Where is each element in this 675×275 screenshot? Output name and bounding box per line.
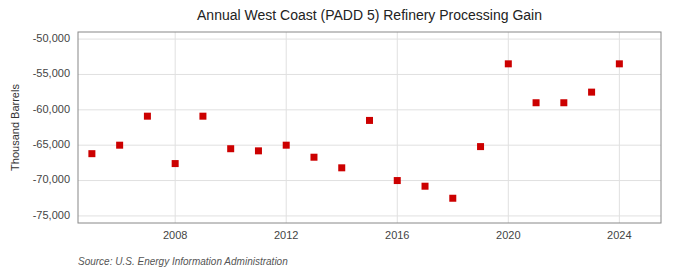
x-tick-label: 2012 — [274, 229, 298, 241]
plot-frame — [78, 32, 661, 223]
x-grid-line — [286, 32, 287, 223]
point — [477, 143, 484, 150]
point — [560, 99, 567, 106]
x-grid-line — [175, 32, 176, 223]
point — [283, 142, 290, 149]
x-tick-label: 2020 — [496, 229, 520, 241]
point — [227, 145, 234, 152]
point — [199, 113, 206, 120]
point — [116, 142, 123, 149]
point — [588, 89, 595, 96]
x-grid-line — [397, 32, 398, 223]
point — [449, 195, 456, 202]
point — [88, 150, 95, 157]
plot-background — [78, 32, 661, 223]
x-tick-label: 2024 — [607, 229, 631, 241]
title: Annual West Coast (PADD 5) Refinery Proc… — [197, 7, 542, 23]
point — [394, 177, 401, 184]
y-tick-label: -55,000 — [33, 67, 70, 79]
y-grid-line — [78, 109, 661, 110]
x-tick-label: 2008 — [163, 229, 187, 241]
y-tick-label: -50,000 — [33, 32, 70, 44]
point — [172, 160, 179, 167]
points — [88, 60, 622, 201]
point — [338, 164, 345, 171]
source-note: Source: U.S. Energy Information Administ… — [78, 256, 288, 267]
point — [616, 60, 623, 67]
y-grid-line — [78, 74, 661, 75]
y-tick-label: -70,000 — [33, 173, 70, 185]
point — [422, 183, 429, 190]
point — [366, 117, 373, 124]
y-tick-label: -75,000 — [33, 209, 70, 221]
y-grid-line — [78, 180, 661, 181]
point — [533, 99, 540, 106]
point — [144, 113, 151, 120]
y-grid-line — [78, 145, 661, 146]
y-grid-line — [78, 215, 661, 216]
chart-container: -75,000 -70,000 -65,000 -60,000 -55,000 -50,0… — [0, 0, 675, 275]
y-grid-line — [78, 39, 661, 40]
chart-svg: -75,000 -70,000 -65,000 -60,000 -55,000 -50,0… — [0, 0, 675, 275]
x-tick-label: 2016 — [385, 229, 409, 241]
point — [255, 147, 262, 154]
point — [505, 60, 512, 67]
y-axis-label: Thousand Barrels — [9, 84, 21, 171]
y-tick-label: -65,000 — [33, 138, 70, 150]
y-tick-label: -60,000 — [33, 103, 70, 115]
grid — [78, 32, 661, 223]
point — [310, 154, 317, 161]
